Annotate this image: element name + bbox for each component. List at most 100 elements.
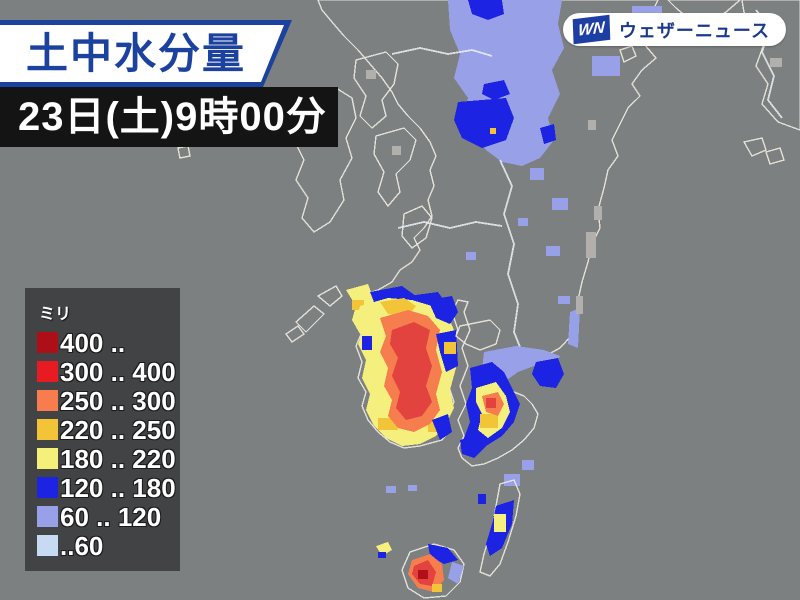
moisture-60-120-speck <box>552 198 568 210</box>
moisture-120-180-shibushi <box>532 358 564 388</box>
wn-logo-icon: WN <box>572 14 611 45</box>
small-south-islets <box>376 485 417 558</box>
islet-ne-1 <box>742 137 767 157</box>
moisture-220-250-nw <box>352 300 364 310</box>
koshiki-islet-2 <box>294 305 326 333</box>
page-title: 土中水分量 <box>26 29 247 77</box>
satsuma-peninsula-moisture <box>358 296 458 446</box>
islet-blue <box>478 494 486 504</box>
legend-swatch <box>37 361 58 382</box>
legend-unit-label: ミリ <box>39 306 72 323</box>
moisture-120-180-north-b <box>454 98 514 148</box>
moisture-north-region <box>448 0 662 304</box>
moisture-300-400-osumi <box>486 398 496 408</box>
moisture-60-120-speck <box>558 296 570 304</box>
urban-patch <box>576 296 583 314</box>
moisture-120-180-satsuma-w <box>362 336 372 350</box>
yakushima-outer <box>401 543 465 599</box>
koshiki-islet-3 <box>284 325 306 343</box>
legend-swatch <box>37 332 58 353</box>
urban-patch <box>594 206 602 220</box>
yakushima-purple-patch <box>448 562 464 584</box>
legend-panel: ミリ 400 .. 300 .. 400 250 .. 300 220 .. 2… <box>25 288 180 571</box>
moisture-120-180-north-a <box>468 0 504 20</box>
urban-patch <box>588 120 596 130</box>
moisture-120-180-north-c <box>482 80 510 100</box>
moisture-220-250-osumi <box>480 414 498 428</box>
urban-patch <box>366 70 376 79</box>
legend-label: 180 .. 220 <box>60 443 176 474</box>
moisture-60-120-speck <box>466 252 476 260</box>
tanegashima-yellow <box>494 514 506 532</box>
kuchinoerabu-blue <box>378 552 386 558</box>
legend-label: 220 .. 250 <box>60 414 176 445</box>
yakushima-dark-red <box>418 570 428 579</box>
islet-purple <box>386 486 396 493</box>
moisture-60-120-speck <box>530 168 544 180</box>
legend-item: ..60 <box>25 531 180 560</box>
moisture-120-180-cape-sata <box>460 434 486 458</box>
legend-item: 400 .. <box>25 328 180 357</box>
nagashima-island <box>401 205 433 249</box>
legend-item: 60 .. 120 <box>25 502 180 531</box>
urban-patches <box>576 120 602 314</box>
koshiki-islet-1 <box>316 285 343 307</box>
legend-swatch <box>37 419 58 440</box>
tanegashima-island <box>478 479 521 577</box>
moisture-60-120-speck <box>592 56 620 76</box>
moisture-220-250-bayshore <box>444 342 456 354</box>
legend-item: 250 .. 300 <box>25 386 180 415</box>
legend-swatch <box>37 390 58 411</box>
islet-ne-2 <box>765 147 785 165</box>
islet-coast-1 <box>619 45 637 63</box>
yakushima-gold <box>432 584 442 592</box>
legend-swatch <box>37 448 58 469</box>
legend-item: 300 .. 400 <box>25 357 180 386</box>
osumi-peninsula-moisture <box>460 308 580 486</box>
legend-label: 60 .. 120 <box>60 501 162 532</box>
urban-patch <box>392 146 401 155</box>
moisture-60-120-osumi-tip <box>522 460 534 470</box>
title-banner-inner: 土中水分量 <box>0 25 284 82</box>
mainland-landmass <box>317 0 659 467</box>
boundary-line-mid <box>397 221 503 229</box>
moisture-60-120-coast-strip <box>568 308 580 348</box>
moisture-120-180-north-d <box>540 124 556 144</box>
weathernews-logo-text: ウェザーニュース <box>618 20 770 41</box>
amakusa-island-3 <box>373 127 417 208</box>
amakusa-island-1 <box>293 87 357 233</box>
timestamp-bar: 23日(土)9時00分 <box>0 87 338 147</box>
legend-item: 180 .. 220 <box>25 444 180 473</box>
legend-item: 120 .. 180 <box>25 473 180 502</box>
amakusa-island-2 <box>353 51 399 129</box>
moisture-120-180-satsuma-se <box>432 414 452 440</box>
legend-label: 400 .. <box>60 327 126 358</box>
legend-label: 300 .. 400 <box>60 356 176 387</box>
mainland-kyushu <box>317 0 659 467</box>
boundary-line-east <box>499 159 523 353</box>
moisture-60-120-speck <box>518 218 528 226</box>
weathernews-logo: WN ウェザーニュース <box>562 13 786 46</box>
boundary-line-north <box>391 47 493 57</box>
legend-label: 120 .. 180 <box>60 472 176 503</box>
urban-patch <box>770 58 782 67</box>
wn-logo-mark-text: WN <box>577 18 606 40</box>
legend-item: 220 .. 250 <box>25 415 180 444</box>
koshikijima-islands <box>284 285 343 343</box>
sakurajima-island <box>455 319 501 351</box>
title-banner: 土中水分量 <box>0 20 292 87</box>
moisture-120-180-satsuma-ne <box>428 296 458 324</box>
islet-purple <box>408 485 417 491</box>
legend-swatch <box>37 535 58 556</box>
urban-patch <box>586 232 596 258</box>
legend-label: 250 .. 300 <box>60 385 176 416</box>
prefecture-borders <box>391 47 523 353</box>
timestamp-text: 23日(土)9時00分 <box>18 95 327 139</box>
yakushima-island <box>401 543 465 599</box>
legend-swatch <box>37 477 58 498</box>
legend-label: ..60 <box>60 530 104 561</box>
amakusa-islands <box>177 51 433 249</box>
moisture-60-120-speck <box>546 246 560 256</box>
moisture-300-400-satsuma <box>390 322 432 420</box>
